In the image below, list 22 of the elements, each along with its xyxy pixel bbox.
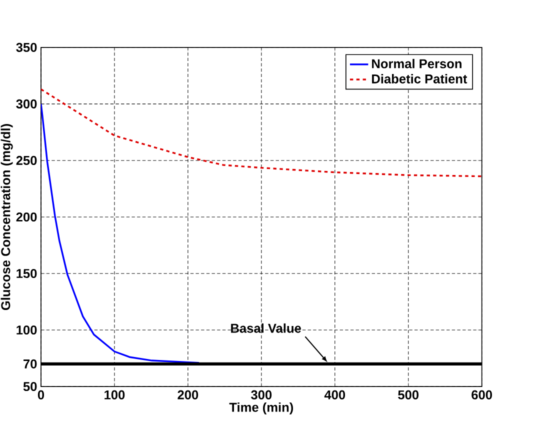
x-tick-label: 600 bbox=[472, 390, 492, 400]
x-tick-label: 300 bbox=[251, 390, 272, 400]
y-tick-label: 50 bbox=[23, 382, 37, 392]
y-tick-label: 100 bbox=[16, 326, 37, 335]
y-tick-label: 250 bbox=[16, 156, 37, 165]
legend-label: Normal Person bbox=[372, 58, 462, 68]
legend-label: Diabetic Patient bbox=[372, 74, 468, 84]
line-series bbox=[40, 88, 482, 178]
x-tick-label: 100 bbox=[104, 390, 125, 400]
x-tick-label: 200 bbox=[178, 390, 198, 400]
x-tick-label: 0 bbox=[38, 390, 44, 400]
x-axis-title: Time (min) bbox=[229, 402, 294, 414]
y-tick-label: 300 bbox=[16, 99, 37, 108]
line-series bbox=[40, 103, 200, 364]
y-axis-title: Glucose Concentration (mg/dl) bbox=[0, 124, 13, 310]
x-tick-label: 400 bbox=[324, 390, 346, 400]
y-tick-label: 70 bbox=[24, 359, 37, 368]
y-tick-label: 350 bbox=[16, 42, 37, 52]
ref-line-label: Basal Value bbox=[231, 323, 301, 333]
y-tick-label: 150 bbox=[16, 268, 37, 278]
y-tick-label: 200 bbox=[16, 212, 37, 222]
x-tick-label: 500 bbox=[398, 390, 419, 400]
